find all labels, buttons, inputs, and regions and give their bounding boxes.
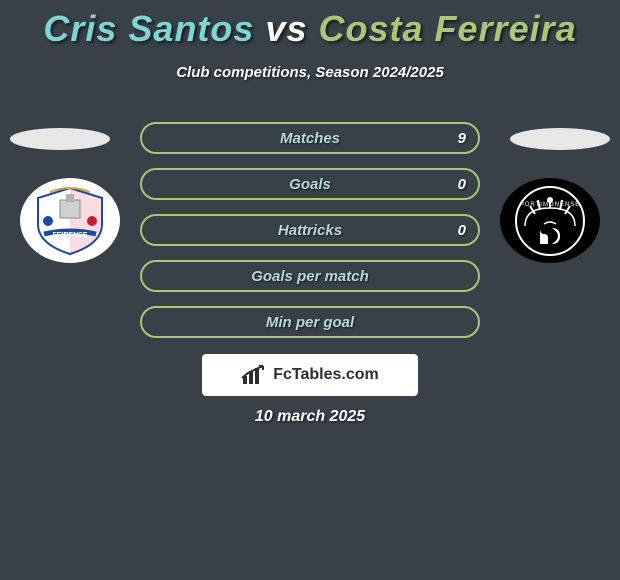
svg-text:FEIRENSE: FEIRENSE xyxy=(52,232,87,239)
stat-row: Hattricks 0 xyxy=(140,214,480,246)
feirense-crest-icon: FEIRENSE xyxy=(30,186,110,256)
stat-value-p2: 0 xyxy=(458,222,466,239)
brand-box: FcTables.com xyxy=(202,354,418,396)
player1-avatar-placeholder xyxy=(10,128,110,150)
stat-label: Hattricks xyxy=(278,222,342,239)
stat-label: Min per goal xyxy=(266,314,354,331)
stat-row: Matches 9 xyxy=(140,122,480,154)
brand-text: FcTables.com xyxy=(273,366,379,384)
comparison-title: Cris Santos vs Costa Ferreira xyxy=(0,0,620,50)
stat-row: Goals per match xyxy=(140,260,480,292)
stat-value-p2: 0 xyxy=(458,176,466,193)
player2-avatar-placeholder xyxy=(510,128,610,150)
stat-row: Min per goal xyxy=(140,306,480,338)
stats-container: Matches 9 Goals 0 Hattricks 0 Goals per match M… xyxy=(140,122,480,352)
player2-name: Costa Ferreira xyxy=(319,8,577,49)
player2-club-badge: PORTIMONENSE xyxy=(500,178,600,263)
vs-label: vs xyxy=(265,8,307,49)
stat-row: Goals 0 xyxy=(140,168,480,200)
player1-name: Cris Santos xyxy=(43,8,254,49)
date-label: 10 march 2025 xyxy=(0,408,620,426)
stat-label: Goals xyxy=(289,176,331,193)
subtitle: Club competitions, Season 2024/2025 xyxy=(0,64,620,81)
portimonense-crest-icon: PORTIMONENSE xyxy=(510,186,590,256)
stat-label: Matches xyxy=(280,130,340,147)
chart-icon xyxy=(241,364,267,386)
stat-value-p2: 9 xyxy=(458,130,466,147)
stat-label: Goals per match xyxy=(251,268,369,285)
player1-club-badge: FEIRENSE xyxy=(20,178,120,263)
